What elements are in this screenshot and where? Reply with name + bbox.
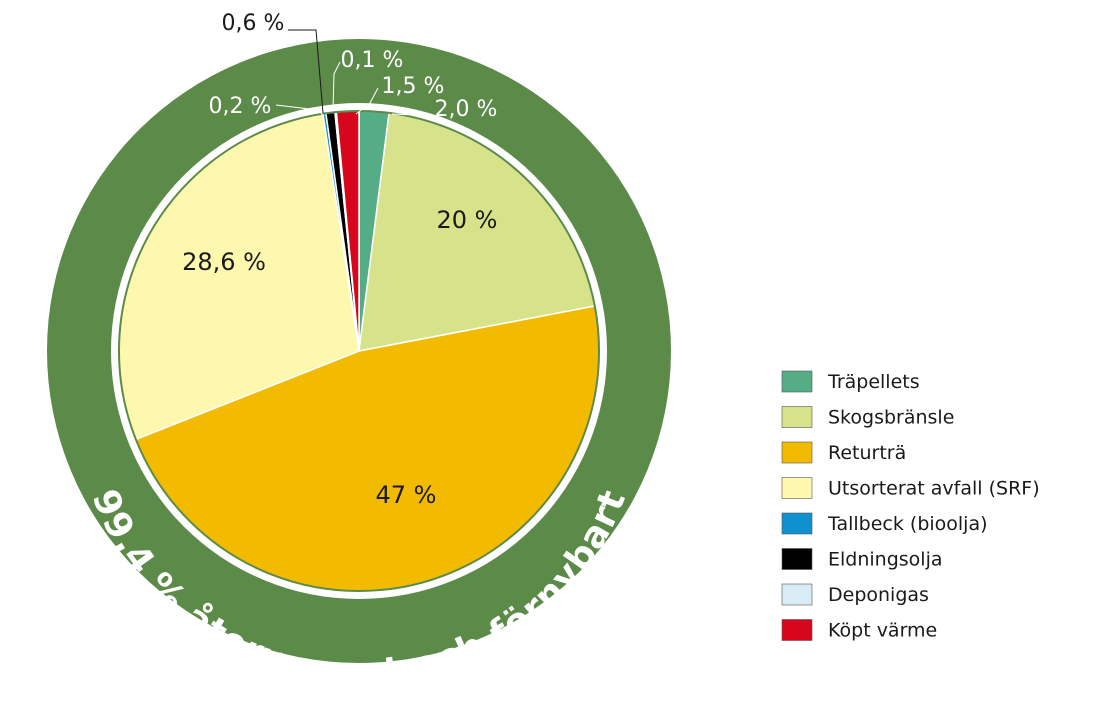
legend-swatch-eldningsolja bbox=[781, 548, 813, 570]
legend-swatch-returtra bbox=[781, 441, 813, 464]
legend-label-utsorterat-avfall-srf: Utsorterat avfall (SRF) bbox=[828, 478, 1040, 500]
legend-swatch-deponigas bbox=[781, 583, 813, 606]
leader-tallbeck-bioolja bbox=[275, 104, 325, 117]
legend-label-skogsbransle: Skogsbränsle bbox=[828, 407, 954, 429]
legend-label-trapellets: Träpellets bbox=[827, 371, 920, 393]
slice-labels: 2,0 % 20 % 47 % 28,6 % 0,2 % 0,6 % 0,1 %1,5 % bbox=[182, 11, 497, 509]
leader-trapellets bbox=[391, 113, 435, 117]
leader-lines bbox=[275, 29, 435, 117]
pie-slices bbox=[118, 110, 600, 592]
leader-deponigas bbox=[332, 61, 341, 111]
legend-swatch-utsorterat-avfall-srf bbox=[781, 477, 813, 499]
legend-swatch-skogsbransle bbox=[781, 406, 813, 428]
label-kopt-varme: 1,5 % bbox=[382, 74, 445, 99]
legend-swatch-tallbeck-bioolja bbox=[781, 512, 813, 535]
label-tallbeck-bioolja: 0,2 % bbox=[209, 94, 272, 119]
label-returtra: 47 % bbox=[376, 481, 437, 509]
label-deponigas: 0,1 % bbox=[341, 48, 404, 73]
label-trapellets: 2,0 % bbox=[435, 97, 498, 122]
legend-label-tallbeck-bioolja: Tallbeck (bioolja) bbox=[827, 513, 988, 535]
legend-swatch-trapellets bbox=[781, 370, 813, 393]
label-utsorterat-avfall-srf: 28,6 % bbox=[182, 248, 266, 276]
pie-outline bbox=[118, 110, 600, 592]
legend: Träpellets Skogsbränsle Returträ Utsorterat… bbox=[781, 370, 1040, 642]
label-skogsbransle: 20 % bbox=[437, 206, 498, 234]
leader-kopt-varme bbox=[355, 87, 379, 115]
legend-label-kopt-varme: Köpt värme bbox=[828, 620, 937, 642]
legend-label-eldningsolja: Eldningsolja bbox=[828, 549, 943, 571]
leader-eldningsolja bbox=[288, 29, 324, 114]
label-eldningsolja: 0,6 % bbox=[222, 11, 285, 36]
legend-label-returtra: Returträ bbox=[828, 442, 906, 464]
legend-label-deponigas: Deponigas bbox=[828, 584, 929, 606]
legend-swatch-kopt-varme bbox=[781, 619, 813, 641]
